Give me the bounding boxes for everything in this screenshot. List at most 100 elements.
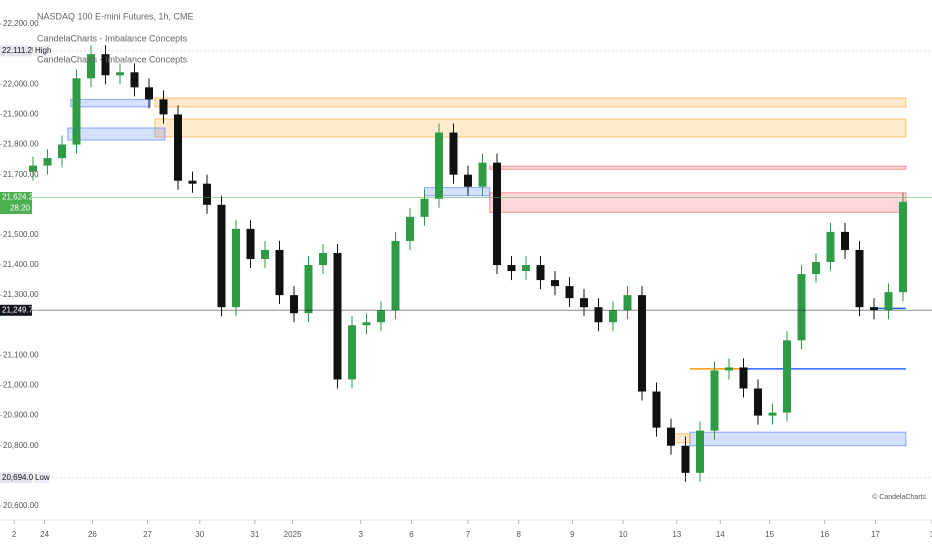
candle-body [145,87,153,100]
candle-body [841,231,849,250]
y-tick-label: 22,000.00 [3,79,39,88]
candle-body [261,249,269,259]
price-label-box [0,472,32,484]
candle-body [174,114,182,181]
candle-body [58,144,66,159]
x-tick-label: 2 [12,530,17,539]
candle-body [710,370,719,431]
x-tick-label: 15 [765,530,774,539]
imbalance-zone [424,187,491,197]
candle-body [493,162,501,266]
candle-body [826,231,835,263]
x-tick-label: 24 [40,530,49,539]
imbalance-zone [489,192,907,213]
x-tick-label: 16 [820,530,829,539]
y-tick-label: 21,300.00 [3,290,39,299]
price-label: 22,111.25 [2,46,37,55]
price-tag: High [35,46,51,55]
candle-body [667,427,675,446]
candle-body [580,298,588,308]
y-tick-label: 20,600.00 [3,501,39,510]
candle-body [333,252,342,380]
x-tick-label: 13 [672,530,681,539]
candle-body [43,158,52,166]
candle-body [536,265,545,281]
candle-body [304,265,313,314]
candle-body [116,72,124,76]
candle-body [623,295,632,311]
candles [29,45,907,482]
candle-body [275,249,284,296]
candle-body [652,391,661,428]
candle-body [812,262,820,275]
y-tick-label: 21,400.00 [3,260,39,269]
candle-body [797,274,806,341]
price-label: 21,249.75 [2,305,38,314]
candle-body [870,307,878,311]
candle-body [594,307,603,323]
candle-body [551,280,559,287]
y-tick-label: 20,900.00 [3,411,39,420]
y-tick-label: 21,800.00 [3,140,39,149]
candle-body [522,265,530,272]
price-tag-box [33,45,49,57]
price-tag: Low [35,473,50,482]
candle-body [203,183,211,205]
x-tick-label: 7 [466,530,471,539]
axes: 22,200.00 22,000.00 21,900.00 21,800.00 21,7… [0,19,932,539]
candle-body [406,216,414,241]
imbalance-zone [154,97,907,108]
candle-body [681,445,690,473]
x-tick-label: 27 [143,530,152,539]
x-tick-label: 6 [409,530,414,539]
price-label: 20,694.00 [2,473,38,482]
chart-title: NASDAQ 100 E-mini Futures, 1h, CME [37,11,194,21]
price-label-box [0,191,32,214]
x-tick-label: 8 [517,530,522,539]
candle-body [884,292,893,311]
price-tag-box [33,472,49,484]
candle-body [391,240,400,311]
candle-body [435,132,443,199]
imbalance-zone [671,433,691,444]
y-tick-label: 20,800.00 [3,441,39,450]
candle-body [246,228,255,259]
y-tick-label: 21,700.00 [3,170,39,179]
y-tick-label: 21,000.00 [3,381,39,390]
x-tick-label: 10 [619,530,628,539]
x-tick-label: 17 [871,530,880,539]
imbalance-zone [489,165,907,170]
y-tick-label: 21,100.00 [3,350,39,359]
candle-body [29,165,37,172]
candle-body [855,249,864,308]
candle-body [696,430,704,473]
price-label-box [0,45,32,57]
candle-body [638,295,646,392]
candle-body [725,367,733,371]
x-tick-label: 2025 [284,530,302,539]
indicator-label: CandelaCharts - Imbalance Concepts [37,33,188,43]
y-tick-label: 21,900.00 [3,110,39,119]
indicator-label: CandelaCharts - Imbalance Concepts [37,54,188,64]
watermark: © CandelaCharts [872,493,926,501]
candle-body [130,72,139,88]
candle-body [739,367,748,389]
x-tick-label: 14 [716,530,725,539]
imbalance-zone [689,431,907,447]
candle-body [783,340,791,413]
candle-body [377,310,385,323]
candle-body [319,252,327,266]
candle-body [87,54,95,79]
price-label: 21,624.25 [2,193,38,202]
candle-body [188,180,197,184]
x-tick-label: 26 [88,530,97,539]
x-tick-label: 9 [570,530,575,539]
x-tick-label: 31 [250,530,259,539]
candle-body [217,204,226,308]
imbalance-zone [70,98,151,108]
candle-body [464,174,472,187]
y-tick-label: 22,200.00 [3,19,39,28]
x-tick-label: 30 [195,530,204,539]
